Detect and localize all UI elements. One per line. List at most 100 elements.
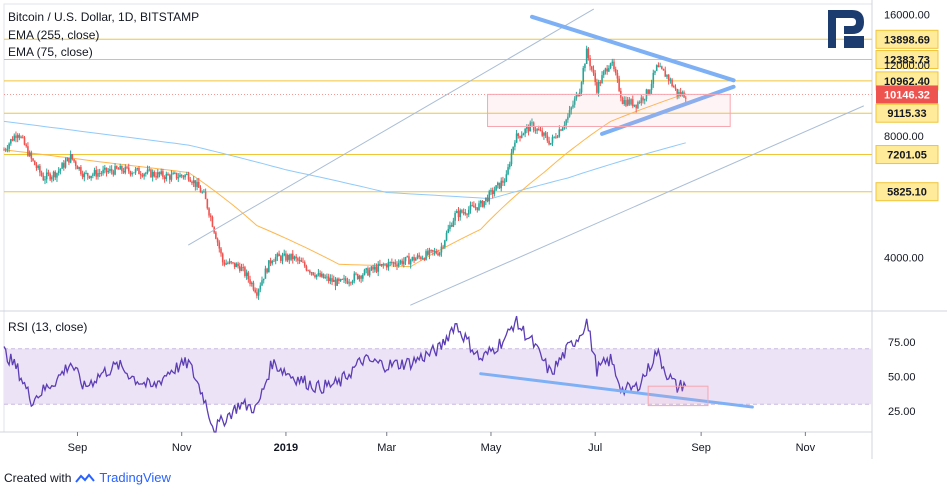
candle-body (505, 174, 508, 182)
candle-body (606, 68, 608, 72)
candle-body (507, 167, 509, 175)
candle-body (524, 128, 526, 134)
candle-body (134, 169, 137, 173)
support-zone-box (487, 93, 731, 128)
candle-body (115, 166, 118, 169)
candle-body (177, 177, 180, 179)
candle-body (404, 256, 407, 262)
candle-body (654, 70, 656, 73)
candle-body (397, 262, 400, 266)
candle-body (372, 266, 374, 270)
candle-body (18, 135, 21, 138)
candle-body (310, 272, 313, 274)
candle-body (399, 260, 402, 263)
candle-body (464, 212, 467, 215)
candle-body (32, 158, 34, 161)
candle-body (373, 266, 376, 270)
candle-body (264, 268, 267, 279)
candle-body (237, 263, 239, 267)
candle-body (187, 173, 190, 180)
rsi-zone-box (647, 385, 709, 407)
candle-body (215, 232, 217, 239)
candle-body (642, 97, 644, 101)
candle-body (92, 174, 94, 176)
candle-body (556, 136, 559, 138)
x-tick-label-5: Jul (588, 442, 602, 454)
candle-body (479, 200, 482, 204)
level-label-1: 12383.73 (884, 55, 930, 67)
candle-body (317, 273, 320, 275)
candle-body (467, 209, 470, 215)
candle-body (209, 215, 212, 218)
candle-body (250, 282, 253, 284)
candle-body (661, 66, 663, 69)
candle-body (288, 254, 291, 260)
candle-body (160, 171, 162, 175)
candle-body (478, 203, 480, 211)
candle-body (587, 48, 590, 59)
candle-body (114, 166, 116, 175)
candle-body (377, 263, 379, 272)
candle-body (608, 68, 610, 72)
candle-body (543, 132, 545, 136)
level-tag-4 (875, 145, 939, 165)
candle-body (514, 142, 516, 147)
candle-body (461, 210, 463, 213)
candle-body (327, 276, 330, 282)
level-tag-0 (875, 29, 939, 49)
candle-body (312, 272, 315, 276)
candle-body (582, 68, 585, 83)
candle-body (609, 63, 612, 69)
candle-body (512, 146, 514, 153)
candle-body (244, 267, 246, 277)
candle-body (495, 185, 497, 191)
candle-body (100, 173, 103, 174)
candle-body (167, 173, 169, 176)
candle-body (577, 93, 579, 97)
candle-body (452, 220, 455, 227)
candle-body (555, 136, 557, 138)
level-tag-1 (875, 50, 939, 70)
candle-body (560, 129, 562, 131)
candle-body (406, 256, 409, 258)
candle-body (664, 70, 667, 77)
candle-body (102, 169, 104, 174)
level-label-4: 7201.05 (887, 150, 927, 162)
candle-body (522, 133, 525, 136)
candle-body (580, 82, 583, 93)
candle-body (339, 279, 342, 282)
candle-body (221, 253, 224, 263)
rsi-tick-label-0: 75.00 (888, 337, 916, 349)
candle-body (273, 260, 275, 262)
candle-body (315, 274, 318, 278)
candle-body (485, 197, 487, 202)
level-label-0: 13898.69 (884, 34, 930, 46)
candle-body (679, 92, 682, 96)
candle-body (490, 190, 492, 192)
candle-body (76, 166, 79, 170)
candle-body (274, 257, 277, 262)
candle-body (95, 170, 98, 177)
candle-body (290, 253, 292, 260)
candle-body (375, 266, 378, 272)
candle-body (678, 92, 680, 96)
candle-body (638, 102, 641, 103)
candle-body (546, 135, 549, 141)
candle-body (589, 58, 591, 67)
candle-body (232, 262, 234, 264)
x-tick-label-6: Sep (691, 442, 711, 454)
candle-body (625, 100, 627, 106)
candle-body (551, 137, 554, 143)
tradingview-brand[interactable]: TradingView (99, 470, 171, 485)
candle-body (133, 172, 135, 174)
candle-body (341, 279, 344, 280)
candle-body (425, 251, 427, 260)
candle-body (549, 142, 552, 145)
footer: Created with TradingView (4, 470, 171, 485)
candle-body (47, 172, 50, 174)
candle-body (254, 289, 256, 293)
current-price-tag (876, 85, 938, 104)
candle-body (126, 166, 128, 168)
candle-body (604, 68, 607, 72)
